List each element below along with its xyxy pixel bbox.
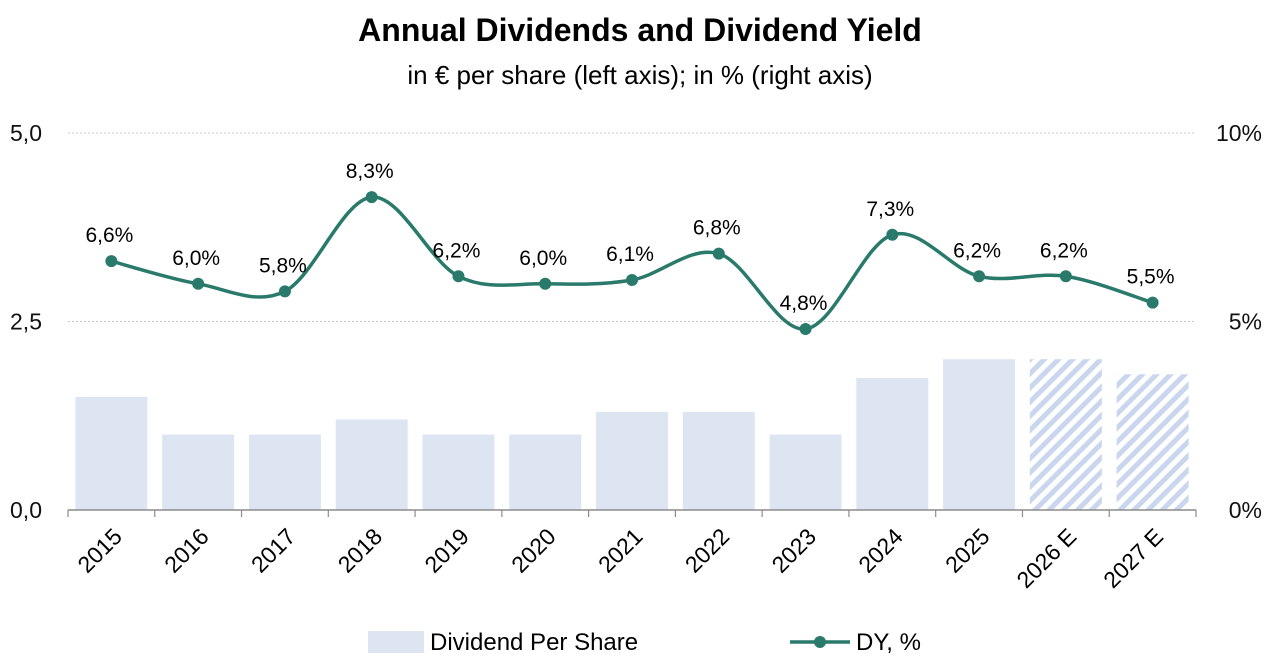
legend-swatch-dy-marker <box>814 636 826 648</box>
right-axis-tick-label: 5% <box>1229 309 1262 335</box>
dy-point <box>1059 270 1072 283</box>
dy-point <box>973 270 986 283</box>
dy-point <box>1146 296 1159 309</box>
dy-data-label: 6,2% <box>1040 239 1088 262</box>
bar-series <box>75 359 1189 510</box>
gridlines <box>68 132 1196 322</box>
bar <box>769 434 842 510</box>
category-label: 2016 <box>159 523 214 578</box>
dy-point <box>886 228 899 241</box>
bar <box>422 434 495 510</box>
right-axis-tick-label: 10% <box>1216 120 1262 146</box>
dy-point <box>452 270 465 283</box>
dy-data-label: 5,8% <box>259 254 307 277</box>
dy-point <box>799 323 812 336</box>
axes: 0,0 2,5 5,0 0% 5% 10% <box>10 120 1262 523</box>
bar <box>75 396 148 510</box>
category-label: 2020 <box>506 523 561 578</box>
category-label: 2027 E <box>1098 523 1168 593</box>
left-axis-tick-label: 0,0 <box>10 497 42 523</box>
bar <box>335 419 408 510</box>
category-label: 2018 <box>333 523 388 578</box>
dy-point <box>539 277 552 290</box>
category-label: 2024 <box>853 523 908 578</box>
dy-point <box>105 255 118 268</box>
dy-point <box>626 274 638 287</box>
dy-point <box>192 277 205 290</box>
dy-data-label: 6,6% <box>85 224 133 247</box>
dy-data-label: 6,2% <box>953 239 1001 262</box>
category-label: 2015 <box>72 523 127 578</box>
dy-data-label: 6,1% <box>606 243 654 266</box>
bar <box>248 434 321 510</box>
left-axis-tick-label: 5,0 <box>10 120 42 146</box>
category-label: 2025 <box>940 523 995 578</box>
bar <box>162 434 235 510</box>
category-label: 2022 <box>680 523 735 578</box>
bar <box>509 434 582 510</box>
chart-subtitle: in € per share (left axis); in % (right … <box>407 60 873 90</box>
dy-point <box>278 285 291 298</box>
bar <box>1029 359 1102 510</box>
dy-data-label: 5,5% <box>1127 266 1175 289</box>
bar <box>1116 374 1189 510</box>
line-series <box>105 191 1159 336</box>
dy-point <box>365 191 378 204</box>
bar <box>943 359 1016 510</box>
category-label: 2017 <box>246 523 301 578</box>
dy-data-label: 4,8% <box>780 292 828 315</box>
legend-label-dy: DY, % <box>856 629 921 656</box>
category-label: 2023 <box>767 523 822 578</box>
dy-data-label: 6,0% <box>519 247 567 270</box>
category-label: 2019 <box>419 523 474 578</box>
legend: Dividend Per Share DY, % <box>368 629 921 656</box>
bar <box>682 411 755 510</box>
left-axis-tick-label: 2,5 <box>10 309 42 335</box>
category-label: 2021 <box>593 523 648 578</box>
dy-data-label: 6,0% <box>172 247 220 270</box>
legend-swatch-dividend <box>368 631 424 653</box>
category-label: 2026 E <box>1011 523 1081 593</box>
dy-data-label: 6,8% <box>693 217 741 240</box>
bar <box>596 411 668 510</box>
chart-title: Annual Dividends and Dividend Yield <box>358 12 922 48</box>
dy-data-label: 8,3% <box>346 160 394 183</box>
legend-label-dividend: Dividend Per Share <box>430 629 638 656</box>
dy-data-label: 6,2% <box>433 239 481 262</box>
bar <box>856 378 929 510</box>
dy-data-label: 7,3% <box>866 198 914 221</box>
dy-point <box>712 247 725 260</box>
right-axis-tick-label: 0% <box>1229 497 1262 523</box>
